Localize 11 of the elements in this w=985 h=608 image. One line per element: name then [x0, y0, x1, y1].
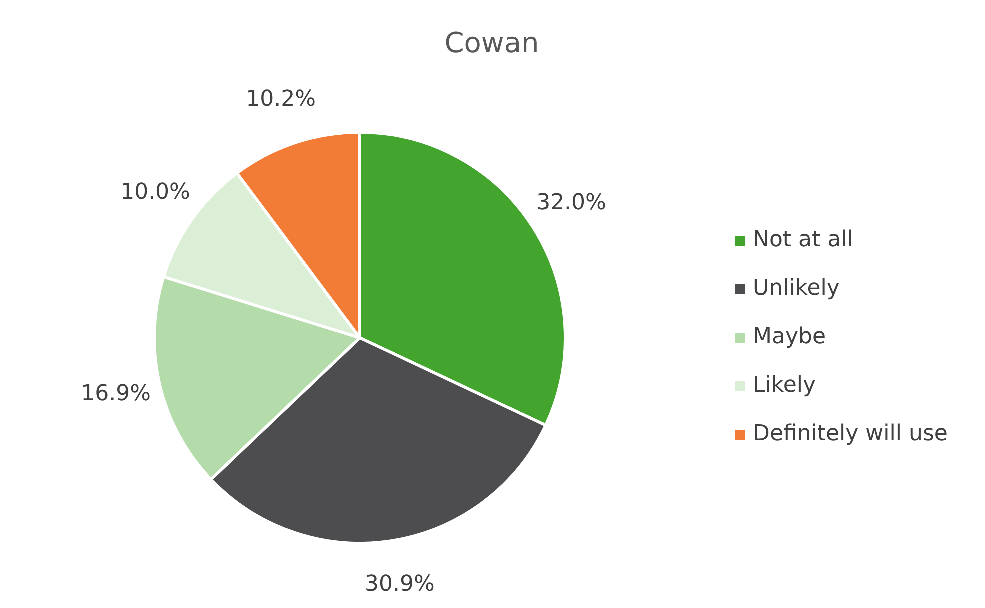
legend-label: Definitely will use	[753, 422, 948, 447]
data-label: 32.0%	[536, 190, 606, 216]
legend-label: Not at all	[753, 228, 854, 253]
legend-label: Unlikely	[753, 276, 840, 302]
data-label: 16.9%	[81, 382, 152, 407]
legend-label: Likely	[753, 373, 816, 398]
legend-label: Maybe	[753, 324, 826, 350]
data-label: 30.9%	[365, 572, 435, 598]
data-label: 10.0%	[120, 180, 190, 206]
data-label: 10.2%	[246, 86, 316, 112]
chart-title: Cowan	[444, 26, 540, 60]
